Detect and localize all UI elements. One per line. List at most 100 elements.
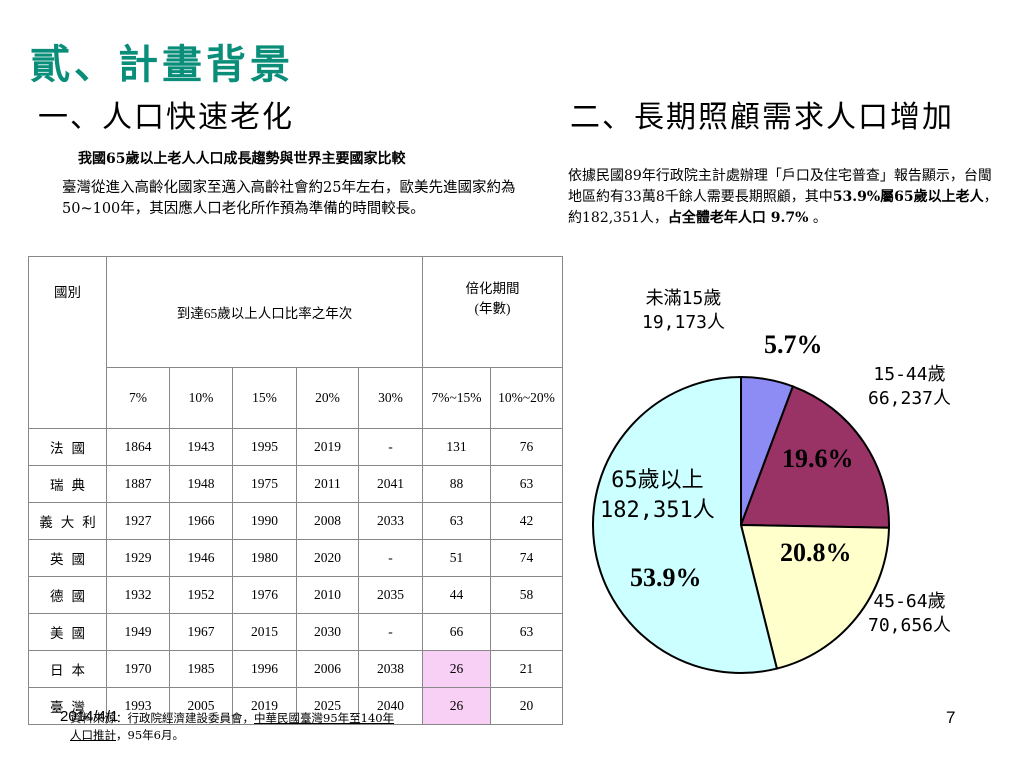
value-cell: 63 (422, 502, 492, 540)
value-cell: 1952 (169, 576, 233, 614)
value-cell: 26 (422, 687, 492, 725)
label-45-64-line2: 70,656人 (868, 615, 952, 636)
long-term-care-description: 依據民國89年行政院主計處辦理「戶口及住宅普查」報告顯示，台閩地區約有33萬8千… (568, 166, 998, 229)
value-cell: 2041 (357, 465, 424, 503)
value-cell: 1927 (106, 502, 170, 540)
source-suffix: ，95年6月。 (116, 728, 184, 742)
table-caption: 我國65歲以上老人人口成長趨勢與世界主要國家比較 (78, 151, 406, 167)
value-cell: 2038 (357, 650, 424, 688)
pie-label-under15: 未滿15歲 19,173人 (642, 287, 725, 335)
header-period: 倍化期間 (年數) (422, 256, 564, 368)
country-cell: 臺灣 (28, 687, 107, 725)
pct-under15: 5.7% (764, 330, 823, 359)
value-cell: 21 (490, 650, 564, 688)
value-cell: 2040 (357, 687, 424, 725)
slice-45-64 (739, 523, 890, 670)
header-years: 到達65歲以上人口比率之年次 (105, 256, 424, 368)
label-65plus-line1: 65歲以上 (611, 468, 704, 493)
source-link-2[interactable]: 人口推計 (70, 728, 116, 742)
value-cell: - (357, 613, 424, 651)
value-cell: 2025 (296, 687, 359, 725)
table-row: 義大利 1927 1966 1990 2008 2033 63 42 (28, 502, 564, 540)
value-cell: - (357, 428, 424, 466)
value-cell: 1864 (106, 428, 170, 466)
value-cell: 20 (490, 687, 564, 725)
aging-comparison-table: 國別 到達65歲以上人口比率之年次 倍化期間 (年數) 7% 10% 15% 20% 30… (28, 256, 564, 725)
aging-description: 臺灣從進入高齡化國家至邁入高齡社會約25年左右，歐美先進國家約為50~100年，… (62, 180, 516, 217)
right-section-heading: 二、長期照顧需求人口增加 (570, 100, 954, 135)
value-cell: 1996 (232, 650, 297, 688)
value-cell: 2006 (296, 650, 359, 688)
desc-part-3: ，約182,351人， (568, 189, 998, 226)
pie-label-15-44: 15-44歲 66,237人 (868, 363, 951, 411)
subheader-6: 10%~20% (490, 367, 564, 429)
label-under15-line2: 19,173人 (642, 312, 726, 333)
label-under15-line1: 未滿15歲 (645, 288, 722, 309)
pct-45-64: 20.8% (780, 538, 852, 567)
value-cell: 1949 (106, 613, 170, 651)
table-row: 英國 1929 1946 1980 2020-51 74 (28, 539, 564, 577)
value-cell: 1943 (169, 428, 233, 466)
slide-title: 貳、計畫背景 (30, 41, 294, 88)
label-15-44-line1: 15-44歲 (873, 364, 946, 385)
page-number: 7 (946, 708, 956, 727)
pie-label-65plus: 65歲以上 182,351人 (600, 466, 715, 526)
label-15-44-line2: 66,237人 (868, 388, 952, 409)
desc-part-4: 占全體老年人口 9.7% (667, 210, 809, 226)
value-cell: 2020 (296, 539, 359, 577)
table-row: 臺灣 1993 2005 2019 2025 2040 26 20 (28, 687, 564, 725)
value-cell: 1946 (169, 539, 233, 577)
value-cell: 1993 (106, 687, 170, 725)
footer-date: 2014/4/1 (60, 708, 119, 725)
pct-15-44: 19.6% (782, 444, 854, 473)
country-cell: 英國 (28, 539, 107, 577)
left-section-heading: 一、人口快速老化 (38, 100, 294, 135)
slice-65plus (592, 375, 779, 674)
country-cell: 日本 (28, 650, 107, 688)
desc-part-2: 53.9%屬65歲以上老人 (832, 189, 984, 205)
value-cell: 26 (422, 650, 492, 688)
value-cell: 1970 (106, 650, 170, 688)
desc-part-1: 依據民國89年行政院主計處辦理「戶口及住宅普查」報告顯示，台閩地區約有33萬8千… (568, 168, 992, 205)
value-cell: 1980 (232, 539, 297, 577)
value-cell: 2011 (296, 465, 359, 503)
subheader-5: 7%~15% (422, 367, 492, 429)
value-cell: 1948 (169, 465, 233, 503)
value-cell: 1929 (106, 539, 170, 577)
value-cell: 2008 (296, 502, 359, 540)
table-row: 法國 1864 1943 1995 2019-131 76 (28, 428, 564, 466)
subheader-2: 15% (232, 367, 297, 429)
source-link-1[interactable]: 中華民國臺灣95年至140年 (254, 711, 395, 725)
table-row: 日本 1970 1985 1996 2006 2038 26 21 (28, 650, 564, 688)
label-45-64-line1: 45-64歲 (873, 591, 946, 612)
country-cell: 法國 (28, 428, 107, 466)
value-cell: 74 (490, 539, 564, 577)
table-row: 德國 1932 1952 1976 2010 2035 44 58 (28, 576, 564, 614)
value-cell: 1995 (232, 428, 297, 466)
country-cell: 義大利 (28, 502, 107, 540)
value-cell: 76 (490, 428, 564, 466)
value-cell: 1932 (106, 576, 170, 614)
source-prefix: 資料來源：行政院經濟建設委員會， (70, 711, 254, 725)
desc-part-5: 。 (808, 210, 827, 226)
pie-label-45-64: 45-64歲 70,656人 (868, 590, 951, 638)
pct-65plus: 53.9% (630, 563, 702, 592)
value-cell: 1990 (232, 502, 297, 540)
value-cell: 2019 (232, 687, 297, 725)
value-cell: 63 (490, 465, 564, 503)
value-cell: 2033 (357, 502, 424, 540)
header-period-line2: (年數) (474, 301, 511, 316)
value-cell: 2030 (296, 613, 359, 651)
value-cell: 66 (422, 613, 492, 651)
value-cell: 2005 (169, 687, 233, 725)
header-period-line1: 倍化期間 (465, 281, 520, 296)
value-cell: 2010 (296, 576, 359, 614)
value-cell: 51 (422, 539, 492, 577)
value-cell: 1966 (169, 502, 233, 540)
label-65plus-line2: 182,351人 (600, 498, 715, 523)
value-cell: 63 (490, 613, 564, 651)
slice-15-44 (739, 385, 890, 529)
value-cell: 42 (490, 502, 564, 540)
footer-source: 資料來源：行政院經濟建設委員會，中華民國臺灣95年至140年人口推計，95年6月… (70, 710, 394, 744)
